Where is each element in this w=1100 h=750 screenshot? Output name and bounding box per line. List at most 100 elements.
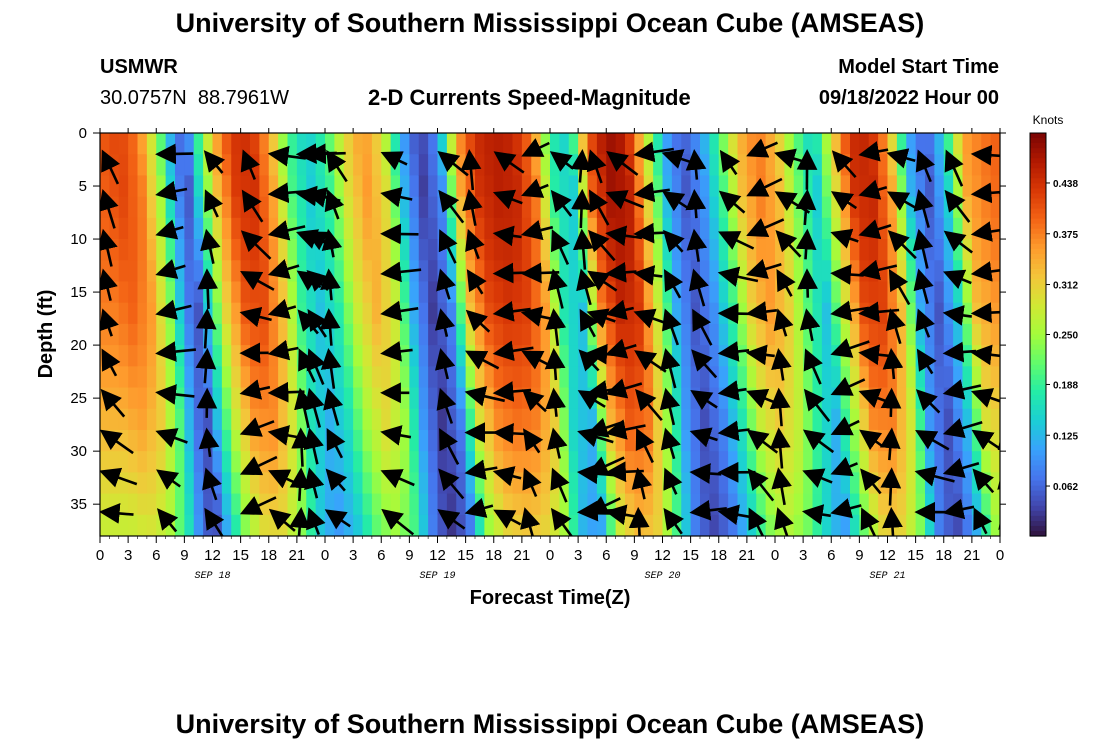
heatmap-cell (737, 323, 748, 346)
heatmap-cell (765, 493, 776, 516)
heatmap-cell (559, 387, 570, 410)
heatmap-cell (671, 493, 682, 516)
heatmap-cell (643, 366, 654, 389)
heatmap-cell (221, 323, 232, 346)
heatmap-cell (906, 451, 917, 473)
heatmap-cell (765, 217, 776, 240)
heatmap-cell (925, 281, 935, 304)
heatmap-cell (484, 196, 495, 219)
current-vector-arrow (660, 348, 681, 389)
heatmap-cell (953, 217, 964, 240)
heatmap-cell (568, 429, 579, 452)
current-vector-arrow (860, 507, 880, 536)
heatmap-cell (718, 175, 729, 198)
heatmap-cell (671, 387, 682, 410)
heatmap-cell (615, 133, 626, 155)
current-vector-arrow (605, 378, 643, 399)
heatmap-cell (718, 493, 729, 516)
heatmap-cell (559, 323, 570, 346)
heatmap-cell (353, 345, 364, 367)
heatmap-cell (671, 408, 682, 431)
colorbar-swatch (1030, 284, 1046, 290)
heatmap-cell (540, 196, 551, 219)
current-vector-arrow (466, 269, 487, 295)
heatmap-cell (868, 493, 879, 516)
heatmap-cell (296, 239, 307, 261)
heatmap-cell (437, 408, 448, 431)
heatmap-cell (353, 196, 364, 219)
current-vector-arrow (323, 387, 344, 426)
current-vector-arrow (326, 427, 346, 459)
heatmap-cell (325, 514, 335, 536)
heatmap-cell (887, 175, 898, 198)
colorbar-swatch (1030, 208, 1046, 215)
heatmap-cell (540, 366, 551, 389)
y-tick-label: 25 (70, 390, 87, 407)
current-vector-arrow (942, 498, 975, 520)
heatmap-cell (493, 323, 504, 346)
heatmap-cell (568, 302, 579, 325)
current-vector-arrow (830, 191, 858, 212)
heatmap-cell (990, 408, 1000, 431)
heatmap-cell (128, 345, 139, 367)
heatmap-cell (100, 323, 110, 346)
heatmap-cell (343, 451, 354, 473)
heatmap-cell (596, 133, 607, 155)
current-vector-arrow (380, 261, 422, 283)
heatmap-cell (343, 345, 354, 367)
heatmap-cell (484, 239, 495, 261)
heatmap-cell (915, 281, 926, 304)
heatmap-cell (840, 217, 851, 240)
x-tick-label: 18 (710, 547, 727, 564)
heatmap-cell (325, 493, 335, 516)
heatmap-cell (193, 154, 204, 177)
heatmap-cell (456, 408, 467, 431)
current-vector-arrow (915, 308, 935, 338)
heatmap-cell (953, 323, 964, 346)
heatmap-cell (193, 260, 204, 283)
heatmap-cell (615, 239, 626, 261)
heatmap-cell (981, 451, 992, 473)
heatmap-cell (840, 133, 851, 155)
heatmap-cell (653, 408, 664, 431)
heatmap-cell (728, 260, 739, 283)
x-tick-label: 21 (514, 547, 531, 564)
heatmap-cell (962, 408, 973, 431)
current-vector-arrow (586, 149, 607, 184)
heatmap-cell (212, 429, 223, 452)
heatmap-cell (737, 493, 748, 516)
heatmap-cell (662, 408, 673, 431)
current-vector-arrow (101, 149, 121, 185)
current-vector-arrow (998, 184, 1000, 206)
current-vector-arrow (380, 425, 412, 446)
heatmap-cell (718, 408, 729, 431)
heatmap-cell (165, 133, 176, 155)
current-vector-arrow (380, 186, 413, 208)
heatmap-cell (165, 323, 176, 346)
heatmap-cell (493, 133, 504, 155)
heatmap-cell (803, 133, 814, 155)
current-vector-arrow (775, 230, 802, 258)
heatmap-cell (259, 154, 270, 177)
heatmap-cell (737, 196, 748, 219)
heatmap-cell (484, 217, 495, 240)
heatmap-cell (212, 175, 223, 198)
heatmap-cell (681, 493, 692, 516)
current-vector-arrow (885, 308, 906, 345)
heatmap-cell (212, 323, 223, 346)
heatmap-cell (353, 429, 364, 452)
heatmap-cell (484, 451, 495, 473)
current-vector-arrow (267, 220, 306, 241)
heatmap-cell (146, 133, 157, 155)
heatmap-cell (287, 175, 298, 198)
heatmap-cell (915, 323, 926, 346)
heatmap-cell (990, 366, 1000, 389)
heatmap-cell (587, 239, 598, 261)
heatmap-cell (662, 451, 673, 473)
heatmap-cell (681, 366, 692, 389)
heatmap-cell (653, 429, 664, 452)
heatmap-cell (493, 514, 504, 536)
heatmap-cell (990, 133, 1000, 155)
heatmap-cell (709, 175, 720, 198)
heatmap-cell (343, 493, 354, 516)
